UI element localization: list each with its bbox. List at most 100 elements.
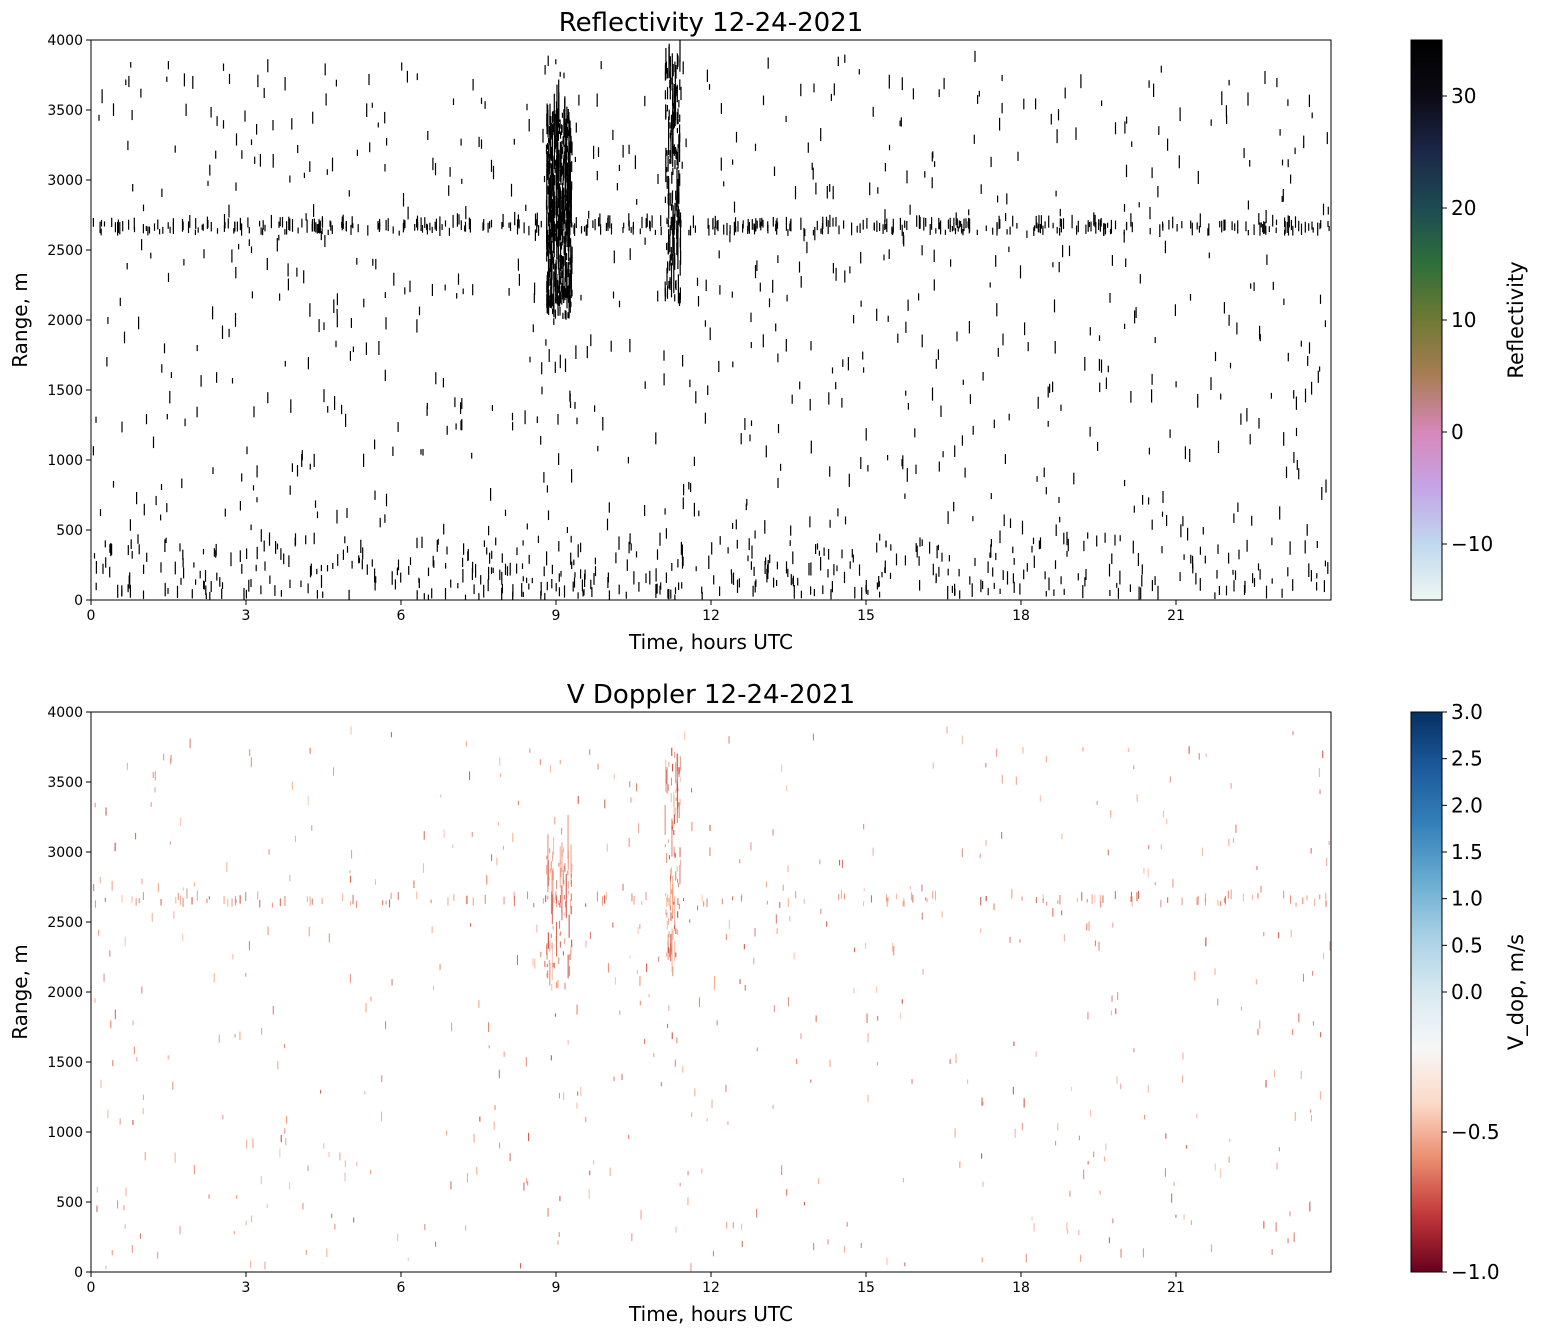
heatmap-cell [464, 594, 467, 600]
heatmap-cell [1148, 845, 1150, 850]
heatmap-cell [1094, 214, 1096, 228]
heatmap-cell [909, 886, 911, 890]
heatmap-cell [613, 1076, 615, 1082]
heatmap-cell [1220, 393, 1222, 400]
heatmap-cells [92, 40, 1330, 600]
heatmap-cell [191, 589, 193, 599]
heatmap-cell [1061, 833, 1063, 840]
heatmap-cell [320, 231, 322, 241]
heatmap-cell [680, 86, 682, 101]
heatmap-cell [263, 540, 265, 552]
heatmap-cell [563, 912, 565, 916]
heatmap-cell [1311, 381, 1313, 395]
heatmap-cell [815, 182, 817, 195]
heatmap-cell [996, 748, 998, 757]
heatmap-cell [1319, 1091, 1321, 1100]
heatmap-cell [669, 905, 671, 911]
heatmap-cell [565, 239, 567, 248]
heatmap-cell [735, 519, 737, 530]
heatmap-cell [552, 155, 554, 166]
heatmap-cell [977, 95, 979, 104]
heatmap-cell [326, 565, 329, 572]
heatmap-cell [549, 764, 551, 773]
heatmap-cell [750, 312, 752, 323]
heatmap-cell [561, 291, 563, 300]
heatmap-cell [862, 351, 864, 360]
heatmap-cell [374, 490, 376, 500]
heatmap-cell [509, 562, 511, 576]
colorbar [1410, 39, 1443, 601]
heatmap-cell [570, 273, 572, 287]
heatmap-cell [1294, 216, 1297, 228]
heatmap-cell [565, 219, 567, 226]
heatmap-cell [670, 875, 672, 879]
heatmap-cell [709, 327, 711, 341]
heatmap-cell [902, 231, 904, 244]
heatmap-cell [352, 894, 354, 905]
heatmap-cell [154, 787, 156, 793]
heatmap-cell [552, 851, 554, 858]
heatmap-cell [655, 568, 657, 582]
heatmap-cell [566, 224, 568, 236]
heatmap-cell [687, 1170, 689, 1176]
heatmap-cell [792, 551, 794, 565]
heatmap-cell [954, 445, 956, 457]
heatmap-cell [1095, 222, 1097, 234]
heatmap-cell [555, 259, 557, 269]
heatmap-cell [1230, 783, 1232, 789]
heatmap-cell [1087, 532, 1089, 539]
heatmap-cell [564, 863, 566, 873]
heatmap-cell [552, 308, 554, 315]
heatmap-cell [567, 269, 569, 278]
heatmap-cell [351, 850, 353, 859]
heatmap-cell [525, 1057, 527, 1067]
heatmap-cell [678, 802, 680, 807]
heatmap-cell [165, 537, 167, 543]
heatmap-cell [1124, 121, 1126, 134]
heatmap-cell [508, 288, 510, 296]
heatmap-cell [673, 237, 675, 251]
heatmap-cell [703, 901, 705, 907]
heatmap-cell [251, 291, 253, 299]
heatmap-cell [418, 306, 421, 316]
heatmap-cell [574, 223, 576, 236]
heatmap-cell [848, 473, 850, 487]
heatmap-cell [673, 214, 675, 224]
heatmap-cell [1265, 1080, 1267, 1088]
heatmap-cell [318, 219, 320, 228]
heatmap-cell [899, 217, 901, 230]
heatmap-cell [1077, 220, 1079, 233]
heatmap-cell [717, 220, 719, 232]
heatmap-cell [1076, 225, 1078, 235]
heatmap-cell [1310, 848, 1312, 854]
heatmap-cell [548, 349, 550, 362]
heatmap-cell [416, 891, 418, 900]
heatmap-cell [613, 250, 615, 264]
heatmap-cell [307, 583, 309, 594]
heatmap-cell [556, 205, 558, 214]
heatmap-cell [493, 1121, 495, 1130]
heatmap-cell [169, 758, 171, 765]
heatmap-cell [227, 218, 229, 229]
heatmap-cell [416, 319, 418, 333]
heatmap-cell [680, 219, 682, 228]
heatmap-cell [932, 890, 934, 899]
heatmap-cell [935, 359, 937, 369]
heatmap-cell [1319, 294, 1322, 304]
heatmap-cell [881, 571, 883, 578]
heatmap-cell [563, 212, 566, 224]
heatmap-cell [274, 585, 276, 596]
heatmap-cell [979, 853, 981, 858]
heatmap-cell [618, 164, 620, 172]
heatmap-cell [342, 893, 344, 902]
heatmap-cell [462, 288, 464, 295]
heatmap-cell [800, 275, 802, 288]
heatmap-cell [1133, 1048, 1135, 1053]
heatmap-cell [548, 143, 550, 184]
heatmap-cell [960, 221, 962, 227]
heatmap-cell [853, 315, 855, 324]
heatmap-cell [589, 1170, 591, 1176]
heatmap-cell [812, 229, 814, 236]
heatmap-cell [170, 372, 172, 378]
heatmap-cell [594, 566, 597, 577]
